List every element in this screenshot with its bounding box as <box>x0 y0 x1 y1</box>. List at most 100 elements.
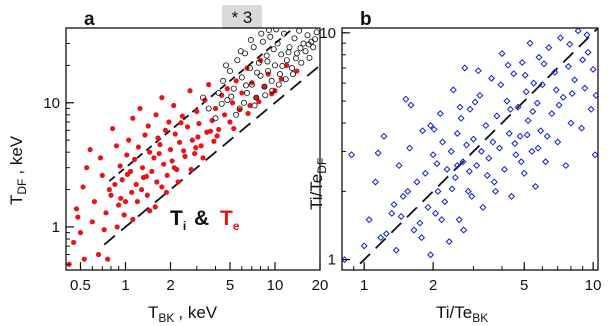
ti-point <box>135 144 142 150</box>
ti-point <box>119 177 125 183</box>
ratio-point <box>399 192 407 200</box>
ratio-point <box>474 67 482 75</box>
te-point <box>230 85 237 92</box>
ti-point <box>161 161 167 167</box>
ratio-point <box>568 89 576 98</box>
ti-point <box>105 256 111 262</box>
ti-point <box>91 198 98 205</box>
ratio-point <box>534 144 542 152</box>
te-point <box>297 45 304 52</box>
ratio-point <box>512 151 520 159</box>
ti-point <box>129 189 135 195</box>
ratio-point <box>510 70 518 78</box>
te-point <box>220 77 227 84</box>
te-point <box>233 111 240 118</box>
ratio-point <box>406 144 414 152</box>
ratio-point <box>424 203 432 211</box>
panel-a-y-tick-label: 1 <box>52 219 60 236</box>
te-point <box>313 29 320 36</box>
ratio-point <box>543 132 551 140</box>
ratio-point <box>413 178 421 186</box>
ratio-point <box>441 198 449 206</box>
ti-point <box>156 150 162 157</box>
te-point <box>237 48 244 55</box>
te-point <box>300 40 307 47</box>
te-point <box>246 65 253 72</box>
ratio-point <box>492 187 500 195</box>
ti-point <box>224 86 230 92</box>
ti-point <box>97 155 104 161</box>
ti-point <box>167 146 174 153</box>
panel-a-badge: * 3 <box>222 5 262 29</box>
te-point <box>302 48 309 55</box>
ratio-point <box>564 63 572 71</box>
ti-point <box>138 186 145 193</box>
te-point <box>265 68 272 75</box>
ratio-point <box>529 107 537 115</box>
ti-point <box>108 192 114 198</box>
legend-ampersand: & <box>194 207 209 230</box>
ti-point <box>192 150 198 157</box>
ti-point <box>95 251 102 258</box>
te-point <box>306 54 313 61</box>
ti-point <box>278 76 284 82</box>
ti-point <box>284 62 290 68</box>
ratio-point <box>477 147 485 155</box>
ratio-point <box>429 151 437 159</box>
ratio-point <box>430 125 438 133</box>
te-point <box>259 38 266 45</box>
te-point <box>269 87 276 94</box>
ratio-point <box>505 129 513 137</box>
panel-a-x-tick-label: 1 <box>121 277 129 294</box>
te-point <box>251 102 258 109</box>
te-point <box>224 97 231 104</box>
te-point <box>218 100 225 107</box>
ti-point <box>221 112 228 118</box>
ratio-point <box>449 86 457 94</box>
ti-point <box>126 137 132 143</box>
ratio-point <box>555 101 563 109</box>
ti-point <box>73 206 80 212</box>
ratio-point <box>386 272 392 278</box>
ti-point <box>133 181 139 188</box>
ti-point <box>206 82 212 88</box>
ti-point <box>200 155 206 161</box>
ratio-point <box>497 81 505 89</box>
ratio-point <box>410 226 418 234</box>
te-point <box>271 62 278 69</box>
panel-a-y-title-main: T <box>7 195 26 205</box>
ratio-point <box>432 209 440 217</box>
ti-point <box>110 125 116 132</box>
ti-point <box>172 131 178 137</box>
legend-ti-sub: i <box>183 219 186 233</box>
ratio-point <box>455 216 463 224</box>
ratio-point <box>392 246 400 254</box>
ti-point <box>87 146 93 153</box>
ratio-point <box>571 76 579 84</box>
ratio-point <box>443 165 451 173</box>
ratio-point <box>427 251 435 259</box>
ti-point <box>75 214 81 220</box>
te-point <box>290 71 297 78</box>
panel-a-axes: 0.5 1 2 5 10 20 1 10 <box>43 27 328 294</box>
ratio-point <box>574 28 582 35</box>
te-point <box>250 44 257 51</box>
ratio-point <box>448 185 456 193</box>
ratio-point <box>473 161 481 170</box>
te-point <box>261 83 268 90</box>
te-point <box>267 33 274 40</box>
ratio-point <box>530 79 538 87</box>
panel-b-y-title-sub: DF <box>315 158 329 174</box>
panel-a-x-tick-label: 10 <box>267 277 284 294</box>
panel-b-y-tick-label: 1 <box>328 252 336 269</box>
ratio-point <box>347 151 355 159</box>
te-point <box>254 69 261 76</box>
ti-point <box>151 155 157 161</box>
ti-point <box>214 133 220 139</box>
ratio-point <box>522 88 530 96</box>
panel-b-y-title: Ti/TeDF <box>307 158 329 210</box>
panel-a-x-tick-label: 2 <box>166 277 174 294</box>
ti-point <box>157 142 163 148</box>
